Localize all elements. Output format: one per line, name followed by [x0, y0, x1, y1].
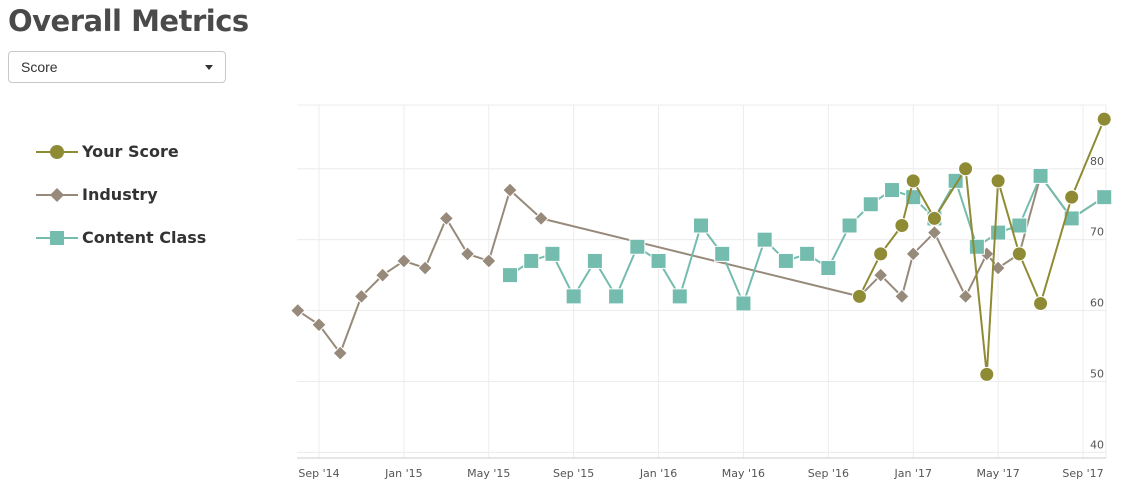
data-point [290, 302, 306, 319]
chevron-down-icon [205, 64, 213, 70]
data-point [894, 288, 910, 305]
series-industry [290, 168, 1112, 361]
series-line [509, 174, 1105, 305]
metric-select-value: Score [21, 59, 58, 75]
data-point [374, 267, 391, 283]
data-point [820, 260, 837, 277]
legend-item-content-class[interactable]: Content Class [36, 216, 206, 259]
data-point [1011, 246, 1027, 262]
legend-item-industry[interactable]: Industry [36, 173, 206, 216]
x-tick-label: Jan '15 [384, 467, 422, 480]
data-point [905, 246, 921, 262]
data-point [926, 210, 942, 226]
data-point [544, 245, 561, 262]
data-point [873, 246, 889, 262]
data-point [756, 231, 773, 248]
data-point [502, 267, 518, 284]
square-marker-icon [36, 230, 78, 245]
data-point [1032, 167, 1049, 184]
data-point [979, 366, 995, 382]
data-point [311, 317, 327, 333]
x-tick-label: Sep '17 [1062, 467, 1103, 480]
legend-label: Content Class [82, 228, 207, 247]
data-point [502, 182, 518, 198]
data-point [799, 245, 816, 262]
data-point [894, 218, 910, 234]
data-point [957, 288, 974, 305]
data-point [1011, 217, 1028, 234]
page-title: Overall Metrics [8, 4, 249, 38]
x-tick-label: Sep '15 [553, 467, 594, 480]
x-tick-label: Jan '16 [639, 467, 677, 480]
data-point [417, 260, 433, 276]
circle-marker-icon [36, 144, 78, 159]
data-point [872, 267, 889, 283]
data-point [926, 224, 943, 241]
y-tick-label: 40 [1090, 438, 1104, 451]
x-tick-label: Sep '14 [298, 467, 339, 480]
data-point [1064, 189, 1080, 205]
x-tick-label: May '16 [722, 467, 765, 480]
x-tick-label: May '17 [976, 467, 1019, 480]
data-point [586, 252, 603, 269]
data-point [671, 288, 688, 305]
data-point [353, 288, 370, 305]
data-point [650, 252, 667, 269]
y-tick-label: 50 [1090, 367, 1104, 380]
data-point [968, 238, 985, 255]
y-tick-label: 80 [1090, 155, 1104, 168]
data-point [693, 217, 709, 234]
data-point [841, 217, 858, 234]
data-point [523, 252, 540, 269]
data-point [533, 210, 549, 227]
data-point [958, 161, 974, 177]
data-point [1033, 295, 1049, 311]
data-point [481, 253, 497, 269]
data-point [884, 182, 900, 199]
data-point [990, 173, 1006, 189]
series-line [297, 174, 1105, 355]
data-point [608, 288, 625, 305]
data-point [1096, 189, 1113, 206]
data-point [438, 210, 455, 227]
data-point [851, 288, 867, 304]
x-tick-label: Sep '16 [808, 467, 849, 480]
data-point [565, 288, 582, 305]
chart-legend: Your Score Industry Content Class [36, 130, 206, 259]
data-point [905, 173, 921, 189]
data-point [332, 345, 348, 361]
data-point [459, 246, 476, 262]
data-point [1096, 111, 1112, 127]
data-point [990, 224, 1007, 241]
y-tick-label: 70 [1090, 226, 1104, 239]
data-point [862, 196, 879, 213]
data-point [735, 295, 752, 312]
legend-label: Your Score [82, 142, 179, 161]
y-tick-label: 60 [1090, 297, 1104, 310]
data-point [1063, 210, 1080, 227]
data-point [396, 253, 412, 269]
legend-label: Industry [82, 185, 158, 204]
series-your-score [851, 111, 1112, 382]
diamond-marker-icon [36, 187, 78, 202]
data-point [714, 245, 731, 262]
legend-item-your-score[interactable]: Your Score [36, 130, 206, 173]
x-tick-label: Jan '17 [893, 467, 931, 480]
data-point [777, 252, 794, 269]
data-point [629, 238, 646, 255]
metric-select[interactable]: Score [8, 51, 226, 83]
x-tick-label: May '15 [467, 467, 510, 480]
